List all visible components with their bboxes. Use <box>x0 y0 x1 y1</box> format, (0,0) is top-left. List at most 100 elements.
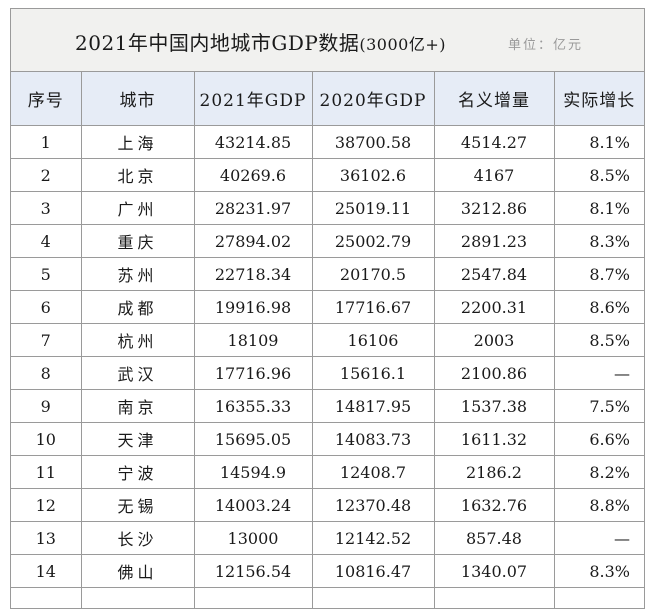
cell-city: 长沙 <box>80 521 195 555</box>
table-row: 9 南京 16355.33 14817.95 1537.38 7.5% <box>11 389 644 423</box>
table-row: 2 北京 40269.6 36102.6 4167 8.5% <box>11 158 644 192</box>
cell-city: 无锡 <box>80 488 195 522</box>
cell-real-growth: — <box>553 521 644 555</box>
cell-gdp-2020: 38700.58 <box>311 125 435 159</box>
cell-nominal-increase: 2891.23 <box>433 224 555 258</box>
cell-nominal-increase: 4167 <box>433 158 555 192</box>
cell-rank: 9 <box>11 389 82 423</box>
cell-city: 北京 <box>80 158 195 192</box>
column-header-real-growth: 实际增长 <box>553 72 644 126</box>
cell-rank: 4 <box>11 224 82 258</box>
cell-city: 成都 <box>80 290 195 324</box>
cell-rank: 6 <box>11 290 82 324</box>
cell-gdp-2021: 15695.05 <box>193 422 313 456</box>
cell-real-growth: 8.8% <box>553 488 644 522</box>
cell-gdp-2020: 14083.73 <box>311 422 435 456</box>
cell-empty <box>311 587 435 609</box>
column-header-gdp-2020: 2020年GDP <box>311 72 435 126</box>
title-bar: 2021年中国内地城市GDP数据(3000亿+) 单位：亿元 <box>11 9 644 72</box>
cell-real-growth: 8.3% <box>553 554 644 588</box>
cell-gdp-2021: 14003.24 <box>193 488 313 522</box>
cell-nominal-increase: 3212.86 <box>433 191 555 225</box>
cell-real-growth: 6.6% <box>553 422 644 456</box>
cell-city: 上海 <box>80 125 195 159</box>
cell-gdp-2021: 28231.97 <box>193 191 313 225</box>
cell-rank: 11 <box>11 455 82 489</box>
cell-city: 南京 <box>80 389 195 423</box>
table-title: 2021年中国内地城市GDP数据(3000亿+) <box>75 27 446 56</box>
table-row: 8 武汉 17716.96 15616.1 2100.86— <box>11 356 644 390</box>
cell-gdp-2021: 27894.02 <box>193 224 313 258</box>
cell-city: 广州 <box>80 191 195 225</box>
cell-city: 苏州 <box>80 257 195 291</box>
cell-real-growth: — <box>553 356 644 390</box>
cell-gdp-2020: 36102.6 <box>311 158 435 192</box>
table-row: 1 上海 43214.85 38700.58 4514.27 8.1% <box>11 125 644 159</box>
cell-nominal-increase: 1537.38 <box>433 389 555 423</box>
cell-empty <box>553 587 644 609</box>
table-row: 3 广州 28231.97 25019.11 3212.86 8.1% <box>11 191 644 225</box>
cell-gdp-2020: 15616.1 <box>311 356 435 390</box>
cell-gdp-2020: 25002.79 <box>311 224 435 258</box>
cell-empty <box>80 587 195 609</box>
cell-gdp-2020: 25019.11 <box>311 191 435 225</box>
cell-gdp-2020: 16106 <box>311 323 435 357</box>
column-header-gdp-2021: 2021年GDP <box>193 72 313 126</box>
cell-rank: 10 <box>11 422 82 456</box>
cell-real-growth: 8.5% <box>553 323 644 357</box>
table-row: 11 宁波 14594.9 12408.7 2186.2 8.2% <box>11 455 644 489</box>
cell-nominal-increase: 1632.76 <box>433 488 555 522</box>
cell-gdp-2021: 17716.96 <box>193 356 313 390</box>
unit-label: 单位：亿元 <box>508 38 584 53</box>
cell-gdp-2020: 12408.7 <box>311 455 435 489</box>
cell-gdp-2021: 40269.6 <box>193 158 313 192</box>
column-header-nominal-increase: 名义增量 <box>433 72 555 126</box>
table-row: 4 重庆 27894.02 25002.79 2891.23 8.3% <box>11 224 644 258</box>
cell-gdp-2020: 12142.52 <box>311 521 435 555</box>
cell-rank: 12 <box>11 488 82 522</box>
cell-rank: 13 <box>11 521 82 555</box>
cell-gdp-2020: 20170.5 <box>311 257 435 291</box>
table-title-main: 2021年中国内地城市GDP数据 <box>75 31 360 55</box>
cell-gdp-2021: 13000 <box>193 521 313 555</box>
table-row: 7 杭州 18109 16106 2003 8.5% <box>11 323 644 357</box>
cell-rank: 7 <box>11 323 82 357</box>
cell-gdp-2020: 14817.95 <box>311 389 435 423</box>
cell-gdp-2021: 19916.98 <box>193 290 313 324</box>
cell-real-growth: 8.1% <box>553 191 644 225</box>
cell-city: 天津 <box>80 422 195 456</box>
table-row: 10 天津 15695.05 14083.73 1611.32 6.6% <box>11 422 644 456</box>
cell-empty <box>193 587 313 609</box>
cell-nominal-increase: 1611.32 <box>433 422 555 456</box>
cell-real-growth: 8.3% <box>553 224 644 258</box>
table-row-partial <box>11 587 644 609</box>
cell-real-growth: 8.5% <box>553 158 644 192</box>
cell-gdp-2021: 16355.33 <box>193 389 313 423</box>
cell-empty <box>433 587 555 609</box>
cell-city: 武汉 <box>80 356 195 390</box>
cell-gdp-2020: 10816.47 <box>311 554 435 588</box>
table-row: 13 长沙 13000 12142.52 857.48— <box>11 521 644 555</box>
cell-real-growth: 7.5% <box>553 389 644 423</box>
cell-rank: 5 <box>11 257 82 291</box>
cell-gdp-2021: 18109 <box>193 323 313 357</box>
cell-real-growth: 8.6% <box>553 290 644 324</box>
cell-nominal-increase: 2003 <box>433 323 555 357</box>
cell-gdp-2021: 14594.9 <box>193 455 313 489</box>
cell-nominal-increase: 2100.86 <box>433 356 555 390</box>
cell-nominal-increase: 2186.2 <box>433 455 555 489</box>
cell-nominal-increase: 2200.31 <box>433 290 555 324</box>
table-row: 6 成都 19916.98 17716.67 2200.31 8.6% <box>11 290 644 324</box>
cell-city: 佛山 <box>80 554 195 588</box>
cell-rank: 1 <box>11 125 82 159</box>
cell-city: 宁波 <box>80 455 195 489</box>
table-title-suffix: (3000亿+) <box>359 35 446 54</box>
cell-city: 重庆 <box>80 224 195 258</box>
cell-rank: 8 <box>11 356 82 390</box>
table-row: 5 苏州 22718.34 20170.5 2547.84 8.7% <box>11 257 644 291</box>
gdp-data-sheet: 2021年中国内地城市GDP数据(3000亿+) 单位：亿元 序号 城市 202… <box>10 8 645 609</box>
cell-gdp-2020: 12370.48 <box>311 488 435 522</box>
cell-real-growth: 8.7% <box>553 257 644 291</box>
cell-real-growth: 8.1% <box>553 125 644 159</box>
table-body: 1 上海 43214.85 38700.58 4514.27 8.1% 2 北京 40269.6… <box>11 125 644 609</box>
